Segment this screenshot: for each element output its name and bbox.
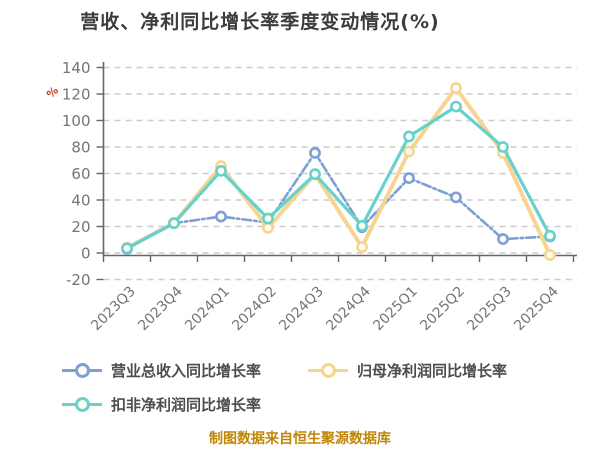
x-tick-label: 2024Q3 <box>276 284 327 335</box>
data-point[interactable] <box>309 168 321 181</box>
chart-title: 营收、净利同比增长率季度变动情况(%) <box>80 11 440 33</box>
y-tick-label: 140 <box>62 59 91 77</box>
legend-label-non-gaap: 扣非净利润同比增长率 <box>111 395 262 414</box>
x-tick-label: 2025Q3 <box>464 284 515 335</box>
legend-item-net-profit-growth[interactable]: 归母净利润同比增长率 <box>308 359 507 381</box>
legend-label-revenue: 营业总收入同比增长率 <box>111 361 262 380</box>
legend-marker-net-profit-icon <box>308 362 348 378</box>
data-point[interactable] <box>450 191 462 204</box>
y-tick-label: 40 <box>71 192 90 210</box>
data-point[interactable] <box>356 219 368 232</box>
series-1 <box>121 82 556 261</box>
data-point[interactable] <box>262 212 274 225</box>
legend-marker-revenue-icon <box>62 362 102 378</box>
data-point[interactable] <box>544 249 556 261</box>
data-point[interactable] <box>403 145 415 158</box>
series-line <box>125 151 552 251</box>
data-point[interactable] <box>497 141 509 153</box>
x-tick-label: 2024Q1 <box>182 284 233 335</box>
x-tick-label: 2024Q4 <box>323 283 374 334</box>
x-tick-label: 2025Q4 <box>511 283 562 334</box>
series-line <box>125 86 552 257</box>
data-point[interactable] <box>262 221 274 234</box>
y-tick-label: 80 <box>71 139 90 157</box>
data-point[interactable] <box>215 164 227 177</box>
data-point[interactable] <box>450 100 462 113</box>
data-point[interactable] <box>215 210 227 223</box>
x-tick-label: 2025Q1 <box>370 284 421 335</box>
y-tick-label: 20 <box>71 218 90 236</box>
x-tick-label: 2023Q3 <box>88 284 139 335</box>
data-source-caption: 制图数据来自恒生聚源数据库 <box>209 431 391 447</box>
y-tick-label: 0 <box>81 245 91 263</box>
data-point[interactable] <box>309 147 321 159</box>
legend-item-revenue-growth[interactable]: 营业总收入同比增长率 <box>62 359 261 381</box>
data-point[interactable] <box>168 217 180 230</box>
series-2 <box>121 100 556 255</box>
data-point[interactable] <box>544 229 556 242</box>
data-point[interactable] <box>403 172 415 185</box>
x-tick-label: 2024Q2 <box>229 284 280 335</box>
legend-marker-non-gaap-icon <box>62 396 102 412</box>
data-point[interactable] <box>450 82 462 94</box>
x-tick-label: 2025Q2 <box>417 284 468 335</box>
x-tick-label: 2023Q4 <box>135 283 186 334</box>
data-point[interactable] <box>356 241 368 253</box>
data-point[interactable] <box>121 242 133 255</box>
legend-label-net-profit: 归母净利润同比增长率 <box>357 361 508 380</box>
series-line <box>125 104 552 250</box>
y-tick-label: 120 <box>62 86 91 104</box>
data-point[interactable] <box>497 233 509 245</box>
y-tick-label: 60 <box>71 165 90 183</box>
y-axis: 140 120 100 80 60 40 20 0 -20 <box>62 59 105 289</box>
data-point[interactable] <box>403 130 415 143</box>
y-tick-label: 100 <box>62 112 91 130</box>
x-axis: 2023Q32023Q42024Q12024Q22024Q32024Q42025… <box>88 254 577 335</box>
y-tick-label: -20 <box>66 271 91 289</box>
legend-item-non-gaap-profit-growth[interactable]: 扣非净利润同比增长率 <box>62 393 261 415</box>
gridlines <box>103 66 577 281</box>
